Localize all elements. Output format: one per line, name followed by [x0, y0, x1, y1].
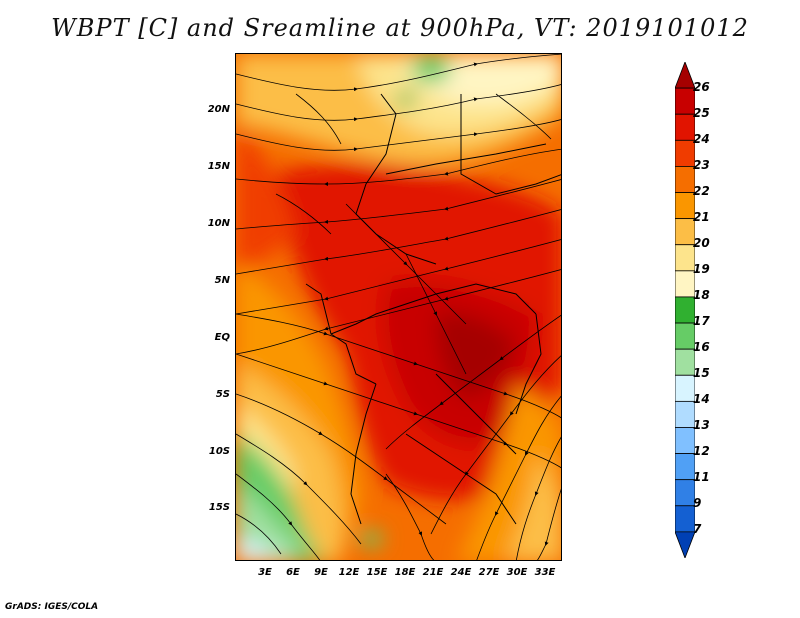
lon-label-6e: 6E	[286, 567, 300, 578]
colorbar-cell	[675, 166, 695, 193]
colorbar-label-25: 25	[693, 106, 710, 120]
colorbar-label-23: 23	[693, 158, 710, 172]
colorbar-label-13: 13	[693, 418, 710, 432]
streamlines	[236, 54, 561, 560]
lon-label-3e: 3E	[258, 567, 272, 578]
lon-label-33e: 33E	[534, 567, 556, 578]
lon-label-24e: 24E	[450, 567, 472, 578]
lon-label-9e: 9E	[314, 567, 328, 578]
lat-label-5n: 5N	[214, 275, 230, 286]
colorbar-bottom-arrow	[675, 531, 695, 558]
colorbar-label-17: 17	[693, 314, 710, 328]
colorbar-cell	[675, 192, 695, 220]
map-title: WBPT [C] and Sreamline at 900hPa, VT: 20…	[51, 14, 749, 42]
colorbar-cell	[675, 427, 695, 454]
lat-label-5s: 5S	[215, 389, 230, 400]
colorbar-label-22: 22	[693, 184, 710, 198]
colorbar-cell	[675, 113, 695, 141]
lon-label-15e: 15E	[366, 567, 388, 578]
colorbar-cell	[675, 505, 695, 533]
colorbar-cell	[675, 296, 695, 324]
colorbar-label-16: 16	[693, 340, 710, 354]
wbpt-shading	[236, 54, 561, 560]
colorbar-label-7: 7	[693, 522, 702, 536]
lat-label-20n: 20N	[207, 104, 230, 115]
colorbar	[675, 62, 695, 558]
colorbar-label-20: 20	[693, 236, 710, 250]
grads-credit: GrADS: IGES/COLA	[5, 602, 99, 612]
colorbar-label-15: 15	[693, 366, 710, 380]
colorbar-cell	[675, 322, 695, 350]
colorbar-top-arrow	[675, 62, 695, 89]
colorbar-cell	[675, 139, 695, 167]
lon-label-18e: 18E	[394, 567, 416, 578]
colorbar-cell	[675, 218, 695, 246]
colorbar-label-9: 9	[693, 496, 702, 510]
lat-label-eq: EQ	[214, 332, 230, 343]
colorbar-cell	[675, 87, 695, 115]
colorbar-label-21: 21	[693, 210, 710, 224]
lon-label-27e: 27E	[478, 567, 500, 578]
colorbar-cell	[675, 270, 695, 298]
colorbar-cell	[675, 479, 695, 507]
colorbar-label-18: 18	[693, 288, 710, 302]
lat-label-10n: 10N	[207, 218, 230, 229]
colorbar-label-24: 24	[693, 132, 710, 146]
map-panel	[235, 53, 562, 561]
colorbar-cell	[675, 244, 695, 272]
colorbar-label-11: 11	[693, 470, 710, 484]
lon-label-12e: 12E	[338, 567, 360, 578]
lat-label-15s: 15S	[208, 502, 230, 513]
colorbar-cell	[675, 453, 695, 481]
colorbar-label-19: 19	[693, 262, 710, 276]
colorbar-cell	[675, 348, 695, 376]
lon-label-21e: 21E	[422, 567, 444, 578]
colorbar-cells	[675, 62, 695, 558]
lat-label-15n: 15N	[207, 161, 230, 172]
colorbar-cell	[675, 400, 695, 428]
colorbar-label-12: 12	[693, 444, 710, 458]
colorbar-label-14: 14	[693, 392, 710, 406]
lat-label-10s: 10S	[208, 446, 230, 457]
colorbar-label-26: 26	[693, 80, 710, 94]
map-canvas	[236, 54, 561, 560]
lon-label-30e: 30E	[506, 567, 528, 578]
colorbar-cell	[675, 374, 695, 402]
